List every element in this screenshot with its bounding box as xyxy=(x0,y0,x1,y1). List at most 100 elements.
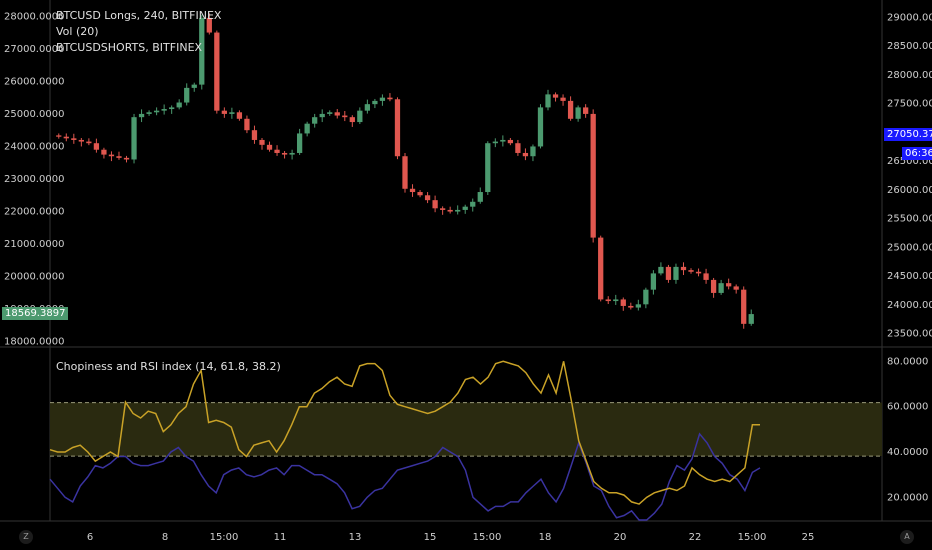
long-candle-87 xyxy=(710,279,717,293)
indicator-legend: Chopiness and RSI index (14, 61.8, 38.2) xyxy=(56,360,281,373)
long-candle-79 xyxy=(650,273,657,290)
long-candle-48 xyxy=(417,192,423,196)
long-candle-35 xyxy=(319,113,325,118)
long-candle-60 xyxy=(507,139,514,144)
long-candle-64 xyxy=(537,107,544,147)
rsi-band-fill xyxy=(50,402,882,457)
x-axis-tick-2: 15:00 xyxy=(210,532,239,543)
right-axis-tick-10: 24000.0000 xyxy=(887,300,932,311)
zoom-button[interactable]: Z xyxy=(19,530,33,544)
long-candle-19 xyxy=(199,17,205,85)
auto-scale-button[interactable]: A xyxy=(900,530,914,544)
long-candle-85 xyxy=(695,271,702,274)
long-candle-40 xyxy=(357,110,363,123)
long-candle-31 xyxy=(289,152,295,155)
x-axis-tick-4: 13 xyxy=(349,532,362,543)
long-candle-90 xyxy=(733,286,739,290)
long-candle-25 xyxy=(244,118,250,131)
long-candle-3 xyxy=(78,139,84,142)
left-axis-tick-1: 27000.0000 xyxy=(4,44,64,55)
indicator-axis-tick-0: 80.0000 xyxy=(887,356,928,367)
long-candle-62 xyxy=(522,152,529,157)
x-axis-tick-0: 6 xyxy=(87,532,93,543)
right-axis-tick-9: 24500.0000 xyxy=(887,271,932,282)
long-candle-33 xyxy=(304,123,310,134)
long-candle-30 xyxy=(281,152,288,155)
long-candle-36 xyxy=(327,112,333,114)
left-axis-tick-8: 20000.0000 xyxy=(4,272,64,283)
long-candle-80 xyxy=(658,266,664,274)
long-candle-26 xyxy=(251,130,258,140)
right-axis-tick-0: 29000.0000 xyxy=(887,12,932,23)
long-candle-34 xyxy=(312,117,318,124)
long-candle-38 xyxy=(342,115,348,118)
long-candle-39 xyxy=(349,117,355,123)
rsi-line xyxy=(49,360,760,505)
long-candle-81 xyxy=(665,266,672,280)
long-candle-53 xyxy=(455,209,461,212)
long-candle-41 xyxy=(364,104,370,111)
right-axis-tick-11: 23500.0000 xyxy=(887,329,932,340)
left-axis-tick-3: 25000.0000 xyxy=(4,109,64,120)
long-candle-51 xyxy=(440,208,446,210)
long-candle-61 xyxy=(515,143,521,153)
long-candle-10 xyxy=(131,117,137,160)
right-axis-tick-8: 25000.0000 xyxy=(887,242,932,253)
long-candle-72 xyxy=(598,237,604,300)
right-axis-tick-7: 25500.0000 xyxy=(887,214,932,225)
long-candle-7 xyxy=(108,154,115,157)
long-candle-14 xyxy=(161,109,167,111)
long-candle-66 xyxy=(552,94,559,98)
long-candle-37 xyxy=(334,112,340,116)
long-candle-88 xyxy=(718,283,724,293)
chop-line xyxy=(49,432,761,521)
long-candle-13 xyxy=(153,110,160,113)
long-candle-84 xyxy=(688,270,694,272)
long-candle-73 xyxy=(605,299,611,302)
x-axis-tick-11: 25 xyxy=(802,532,815,543)
long-candle-15 xyxy=(169,107,175,110)
legend-symbol: BTCUSD Longs, 240, BITFINEX xyxy=(56,9,222,22)
long-candle-89 xyxy=(726,283,732,287)
left-axis-tick-2: 26000.0000 xyxy=(4,76,64,87)
long-candle-32 xyxy=(296,133,303,153)
left-axis-tick-10: 18000.0000 xyxy=(4,337,64,348)
right-last-price-tag: 27050.3745 xyxy=(884,128,932,141)
long-candle-77 xyxy=(635,304,641,308)
long-candle-2 xyxy=(71,138,77,140)
long-candle-91 xyxy=(741,289,747,324)
legend-comparison: BTCUSDSHORTS, BITFINEX xyxy=(56,41,203,54)
long-candle-49 xyxy=(424,195,431,201)
x-axis-tick-3: 11 xyxy=(274,532,287,543)
x-axis-tick-6: 15:00 xyxy=(473,532,502,543)
right-axis-tick-3: 27500.0000 xyxy=(887,99,932,110)
long-candle-70 xyxy=(583,107,589,114)
right-axis-tick-1: 28500.0000 xyxy=(887,41,932,52)
long-candle-86 xyxy=(703,273,709,280)
indicator-axis-tick-2: 40.0000 xyxy=(887,447,928,458)
long-candle-69 xyxy=(575,107,581,119)
left-axis-tick-5: 23000.0000 xyxy=(4,174,64,185)
long-candle-92 xyxy=(748,314,754,324)
long-candle-21 xyxy=(214,32,220,111)
long-candle-82 xyxy=(673,266,679,280)
long-candle-17 xyxy=(184,87,190,103)
long-candle-5 xyxy=(93,143,100,150)
indicator-axis-tick-1: 60.0000 xyxy=(887,402,928,413)
main-legend: BTCUSD Longs, 240, BITFINEX Vol (20) BTC… xyxy=(56,8,221,56)
x-axis-tick-7: 18 xyxy=(539,532,552,543)
long-candle-42 xyxy=(372,100,378,105)
long-candle-75 xyxy=(620,299,626,306)
long-candle-74 xyxy=(613,299,619,302)
long-candle-0 xyxy=(56,135,62,137)
long-candle-23 xyxy=(229,112,235,114)
left-axis-tick-6: 22000.0000 xyxy=(4,207,64,218)
long-candle-52 xyxy=(447,209,453,212)
long-candle-83 xyxy=(680,266,687,271)
long-candle-18 xyxy=(191,84,197,88)
long-candle-68 xyxy=(567,100,574,119)
long-candle-50 xyxy=(432,200,438,209)
right-axis-tick-2: 28000.0000 xyxy=(887,70,932,81)
left-last-price-tag: 18569.3897 xyxy=(2,307,69,320)
